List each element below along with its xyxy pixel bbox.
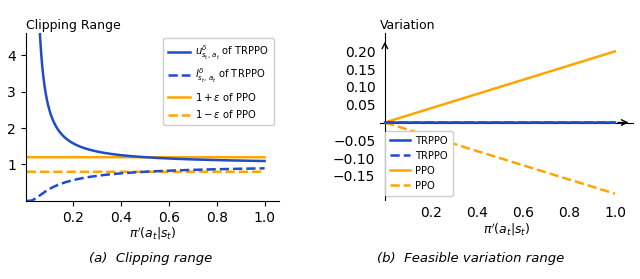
Text: (a)  Clipping range: (a) Clipping range — [89, 252, 212, 265]
Text: Variation: Variation — [380, 19, 436, 32]
X-axis label: $\pi'(a_t|s_t)$: $\pi'(a_t|s_t)$ — [129, 226, 176, 242]
Legend: $u^{\delta}_{s_t,\, a_t}$ of TRPPO, $l^{\delta}_{s_t,\, a_t}$ of TRPPO, $1 + \va: $u^{\delta}_{s_t,\, a_t}$ of TRPPO, $l^{… — [163, 39, 274, 125]
Text: Clipping Range: Clipping Range — [26, 19, 120, 32]
Text: (b)  Feasible variation range: (b) Feasible variation range — [377, 252, 564, 265]
Legend: TRPPO, TRPPO, PPO, PPO: TRPPO, TRPPO, PPO, PPO — [385, 131, 453, 196]
X-axis label: $\pi'(a_t|s_t)$: $\pi'(a_t|s_t)$ — [483, 221, 531, 238]
